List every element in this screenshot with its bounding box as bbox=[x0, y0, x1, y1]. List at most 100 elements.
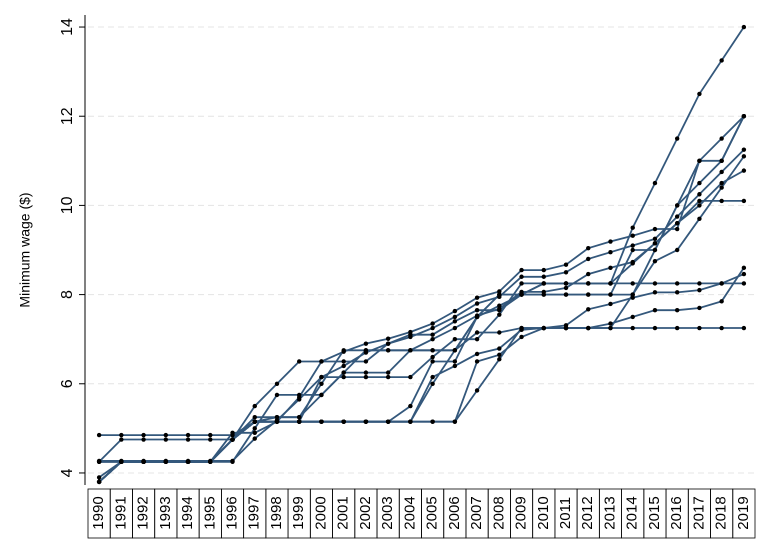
x-tick-label: 2003 bbox=[379, 496, 396, 529]
data-point bbox=[719, 198, 724, 204]
data-point bbox=[252, 403, 257, 409]
data-point bbox=[541, 325, 546, 331]
data-point bbox=[474, 313, 480, 318]
data-point bbox=[697, 216, 702, 221]
series-line bbox=[99, 115, 745, 463]
data-point bbox=[497, 306, 502, 312]
data-point bbox=[474, 307, 480, 313]
data-point bbox=[430, 348, 435, 353]
x-tick-label: 1992 bbox=[135, 496, 152, 529]
data-point bbox=[741, 265, 747, 271]
series-line bbox=[98, 26, 745, 479]
data-point bbox=[586, 281, 591, 286]
data-point bbox=[674, 214, 680, 219]
data-point bbox=[319, 381, 324, 386]
data-point bbox=[652, 180, 658, 186]
data-point bbox=[385, 374, 391, 380]
data-point bbox=[452, 325, 458, 331]
data-point bbox=[697, 325, 702, 331]
data-point bbox=[252, 426, 257, 431]
series-line bbox=[98, 115, 745, 483]
data-point bbox=[363, 419, 369, 424]
data-point bbox=[119, 437, 124, 442]
data-point bbox=[319, 374, 324, 380]
y-tick-label: 4 bbox=[59, 468, 76, 477]
x-tick-label: 2012 bbox=[579, 496, 596, 529]
data-point bbox=[319, 419, 324, 424]
data-point bbox=[185, 437, 191, 442]
data-point bbox=[674, 247, 680, 253]
x-tick-label: 2014 bbox=[624, 496, 641, 529]
data-point bbox=[474, 359, 480, 364]
data-point bbox=[452, 314, 458, 320]
data-point bbox=[119, 459, 124, 465]
data-point bbox=[163, 432, 169, 438]
data-point bbox=[430, 332, 435, 337]
data-point bbox=[674, 136, 680, 141]
data-point bbox=[319, 392, 324, 398]
data-point bbox=[563, 292, 569, 297]
data-point bbox=[630, 292, 635, 297]
data-point bbox=[452, 308, 458, 314]
data-point bbox=[652, 241, 658, 246]
data-point bbox=[185, 459, 191, 465]
data-point bbox=[719, 136, 724, 141]
x-tick-label: 2007 bbox=[468, 496, 485, 529]
data-point bbox=[741, 281, 747, 286]
data-point bbox=[719, 325, 724, 331]
data-point bbox=[630, 259, 635, 265]
data-point bbox=[519, 334, 524, 340]
data-point bbox=[430, 374, 435, 380]
data-point bbox=[497, 289, 502, 294]
data-point bbox=[608, 239, 613, 244]
x-tick-label: 2002 bbox=[357, 496, 374, 529]
data-point bbox=[430, 381, 435, 386]
data-point bbox=[519, 325, 524, 331]
data-point bbox=[719, 299, 724, 304]
data-point bbox=[541, 267, 546, 273]
data-point bbox=[341, 374, 346, 380]
data-point bbox=[408, 403, 413, 409]
data-point bbox=[96, 432, 102, 438]
data-point bbox=[630, 225, 635, 230]
data-point bbox=[586, 292, 591, 297]
series-line bbox=[98, 155, 745, 483]
series-line bbox=[99, 169, 745, 436]
data-point bbox=[430, 325, 435, 331]
data-point bbox=[274, 381, 280, 386]
data-point bbox=[741, 168, 747, 173]
data-point bbox=[608, 281, 613, 286]
data-point bbox=[430, 354, 435, 360]
y-tick-label: 14 bbox=[59, 18, 76, 36]
data-point bbox=[652, 236, 658, 242]
x-tick-label: 2001 bbox=[335, 496, 352, 529]
data-point bbox=[408, 374, 413, 380]
data-point bbox=[697, 305, 702, 311]
y-tick-label: 10 bbox=[59, 196, 76, 214]
y-tick-label: 8 bbox=[59, 290, 76, 299]
data-point bbox=[363, 374, 369, 380]
x-tick-label: 2017 bbox=[690, 496, 707, 529]
data-point bbox=[697, 192, 702, 197]
data-point bbox=[297, 415, 302, 420]
x-tick-label: 2006 bbox=[446, 496, 463, 529]
x-tick-label: 2015 bbox=[646, 496, 663, 529]
data-point bbox=[563, 325, 569, 331]
data-point bbox=[341, 359, 346, 364]
data-point bbox=[586, 325, 591, 331]
data-point bbox=[719, 158, 724, 164]
series-line bbox=[98, 273, 745, 483]
data-point bbox=[452, 359, 458, 364]
data-point bbox=[497, 312, 502, 317]
data-point bbox=[497, 303, 502, 308]
data-point bbox=[185, 432, 191, 438]
data-point bbox=[674, 203, 680, 208]
data-point bbox=[163, 459, 169, 465]
data-point bbox=[674, 325, 680, 331]
data-point bbox=[385, 336, 391, 341]
data-point bbox=[430, 359, 435, 364]
data-point bbox=[697, 158, 702, 164]
data-point bbox=[430, 321, 435, 326]
data-point bbox=[319, 359, 324, 364]
